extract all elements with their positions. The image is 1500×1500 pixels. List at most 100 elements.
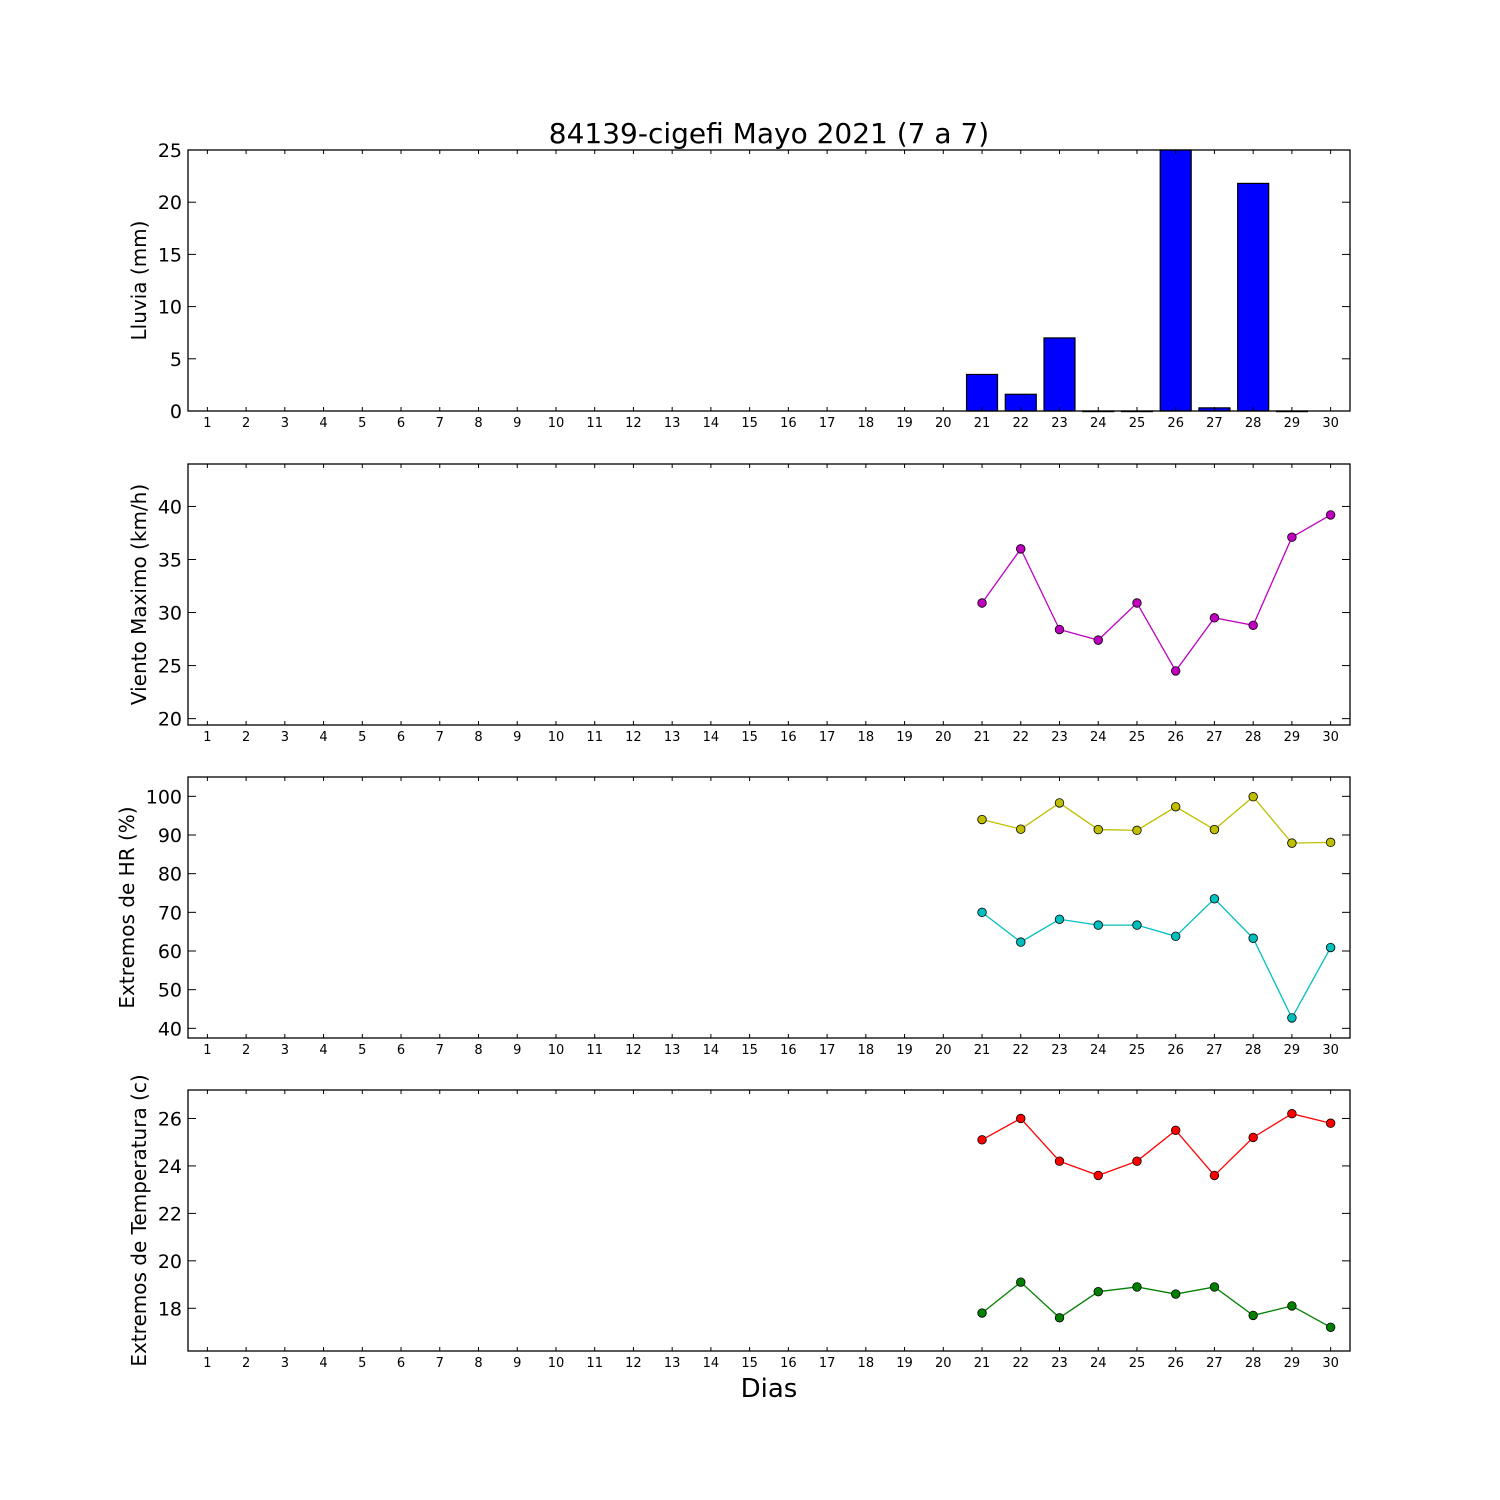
x-tick-label: 12 xyxy=(625,1356,642,1371)
x-tick-label: 24 xyxy=(1090,730,1107,745)
x-tick-label: 7 xyxy=(436,730,444,745)
x-tick-label: 10 xyxy=(548,416,565,431)
x-tick-label: 11 xyxy=(586,416,603,431)
x-tick-label: 21 xyxy=(974,730,991,745)
x-tick-label: 23 xyxy=(1051,416,1068,431)
x-tick-label: 27 xyxy=(1206,416,1223,431)
x-tick-label: 13 xyxy=(664,1356,681,1371)
x-tick-label: 27 xyxy=(1206,1356,1223,1371)
x-tick-label: 25 xyxy=(1129,730,1146,745)
x-tick-label: 24 xyxy=(1090,1356,1107,1371)
bar xyxy=(1043,337,1076,412)
data-point xyxy=(1016,1277,1026,1287)
x-tick-label: 13 xyxy=(664,730,681,745)
data-point xyxy=(1170,1289,1181,1299)
x-tick-label: 24 xyxy=(1090,416,1107,431)
x-tick-label: 29 xyxy=(1284,1043,1301,1058)
data-point xyxy=(1325,1322,1336,1332)
x-tick-label: 25 xyxy=(1129,1043,1146,1058)
x-tick-label: 28 xyxy=(1245,416,1262,431)
y-tick-label: 25 xyxy=(158,140,182,162)
x-tick-label: 22 xyxy=(1012,1356,1029,1371)
x-tick-label: 9 xyxy=(513,416,521,431)
x-tick-label: 15 xyxy=(741,1356,758,1371)
x-tick-label: 6 xyxy=(397,730,405,745)
panels: 1 2 3 4 5 6 7 8 9 10 11 12 13 14 15 16 17 18 19 20 21 22 23 24 2… xyxy=(115,140,1351,1371)
y-tick-label: 35 xyxy=(158,549,182,571)
x-tick-label: 15 xyxy=(741,1043,758,1058)
x-tick-label: 10 xyxy=(548,1356,565,1371)
x-tick-label: 8 xyxy=(474,416,482,431)
x-tick-label: 19 xyxy=(896,1356,913,1371)
x-tick-label: 16 xyxy=(780,1043,797,1058)
x-tick-label: 3 xyxy=(281,1043,289,1058)
x-tick-label: 22 xyxy=(1012,730,1029,745)
x-tick-label: 7 xyxy=(436,1043,444,1058)
data-point xyxy=(977,1135,987,1145)
x-tick-label: 2 xyxy=(242,1043,250,1058)
x-tick-label: 22 xyxy=(1012,416,1029,431)
x-tick-label: 6 xyxy=(397,1043,405,1058)
x-tick-label: 20 xyxy=(935,1356,952,1371)
y-tick-label: 25 xyxy=(158,656,182,678)
x-tick-label: 15 xyxy=(741,416,758,431)
bar xyxy=(965,373,999,412)
x-tick-label: 18 xyxy=(858,416,875,431)
data-point xyxy=(1132,598,1142,608)
y-tick-label: 18 xyxy=(158,1298,182,1320)
data-point xyxy=(1209,1170,1220,1181)
x-tick-label: 2 xyxy=(242,730,250,745)
x-tick-label: 9 xyxy=(513,730,521,745)
x-tick-label: 9 xyxy=(513,1043,521,1058)
x-tick-label: 26 xyxy=(1167,730,1184,745)
x-tick-label: 26 xyxy=(1167,416,1184,431)
x-tick-label: 17 xyxy=(819,1043,836,1058)
y-tick-label: 30 xyxy=(158,603,182,625)
x-tick-label: 12 xyxy=(625,1043,642,1058)
y-tick-label: 20 xyxy=(158,1251,182,1273)
x-tick-label: 30 xyxy=(1322,1043,1339,1058)
data-point xyxy=(1170,931,1181,942)
panel-2: 1 2 3 4 5 6 7 8 9 10 11 12 13 14 15 16 17 18 19 20 21 22 23 24 2… xyxy=(127,463,1351,745)
x-axis-label: Dias xyxy=(741,1374,798,1404)
data-point xyxy=(1287,1109,1297,1119)
series-line xyxy=(981,795,1331,844)
x-tick-label: 17 xyxy=(819,1356,836,1371)
data-point xyxy=(1016,937,1026,947)
y-axis-label: Lluvia (mm) xyxy=(127,221,151,341)
x-tick-label: 7 xyxy=(436,416,444,431)
data-point xyxy=(1248,1310,1258,1321)
data-point xyxy=(977,1308,987,1318)
x-tick-label: 19 xyxy=(896,1043,913,1058)
x-tick-label: 16 xyxy=(780,1356,797,1371)
data-point xyxy=(977,814,987,825)
data-point xyxy=(1248,933,1258,943)
x-tick-label: 18 xyxy=(858,730,875,745)
data-point xyxy=(1287,1013,1297,1023)
plot-frame xyxy=(187,776,1351,1039)
chart-title: 84139-cigefi Mayo 2021 (7 a 7) xyxy=(549,117,989,150)
data-point xyxy=(1132,1282,1142,1292)
series-line xyxy=(981,1113,1331,1177)
x-tick-label: 28 xyxy=(1245,730,1262,745)
x-tick-label: 22 xyxy=(1012,1043,1029,1058)
x-tick-label: 29 xyxy=(1284,730,1301,745)
x-tick-label: 8 xyxy=(474,1356,482,1371)
series-line xyxy=(981,1281,1331,1328)
x-tick-label: 10 xyxy=(548,730,565,745)
data-point xyxy=(1170,666,1181,676)
x-tick-label: 13 xyxy=(664,416,681,431)
x-tick-label: 4 xyxy=(319,730,327,745)
x-tick-label: 2 xyxy=(242,416,250,431)
y-tick-label: 22 xyxy=(158,1203,182,1225)
x-tick-label: 7 xyxy=(436,1356,444,1371)
data-point xyxy=(1054,624,1065,635)
x-tick-label: 12 xyxy=(625,730,642,745)
data-point xyxy=(1170,1125,1181,1136)
x-tick-label: 28 xyxy=(1245,1356,1262,1371)
y-axis-label: Extremos de Temperatura (c) xyxy=(127,1074,151,1366)
x-tick-label: 18 xyxy=(858,1356,875,1371)
series-line xyxy=(981,897,1332,1020)
data-point xyxy=(1016,824,1026,834)
x-tick-label: 23 xyxy=(1051,1043,1068,1058)
